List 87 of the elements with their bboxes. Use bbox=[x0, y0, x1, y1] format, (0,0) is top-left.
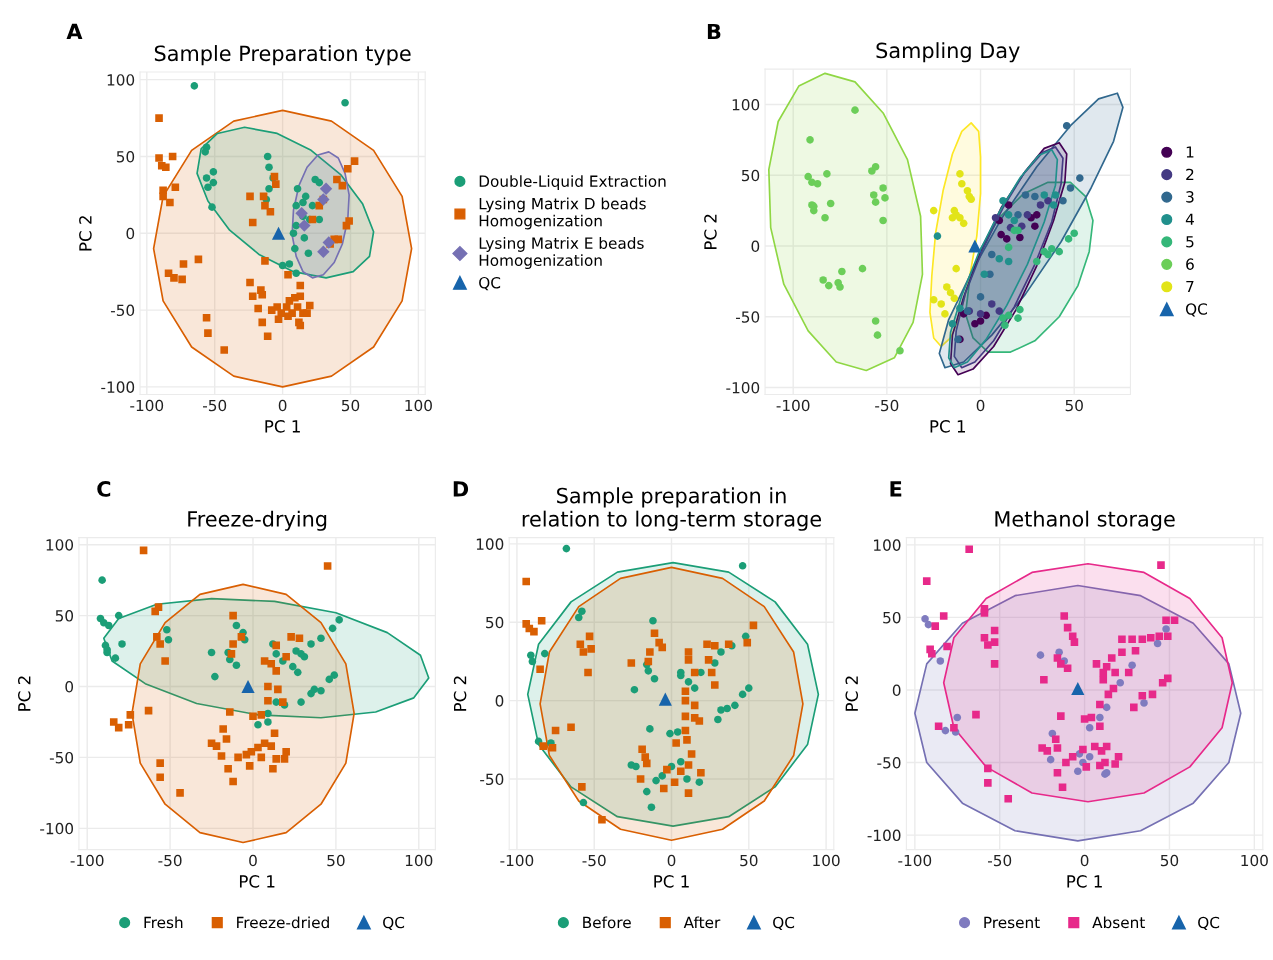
legend-label: QC bbox=[383, 916, 405, 930]
text: B bbox=[707, 23, 721, 40]
legend-label: After bbox=[683, 916, 721, 929]
legend-label: Lysing Matrix D beads Homogenization bbox=[479, 197, 646, 230]
x-tick-label: 100 bbox=[813, 854, 840, 867]
text: D bbox=[453, 481, 469, 497]
y-axis-title: PC 2 bbox=[845, 676, 859, 711]
x-tick-label: 50 bbox=[327, 854, 345, 867]
legend-label: Present bbox=[984, 916, 1040, 929]
chart-title: Methanol storage bbox=[995, 510, 1175, 531]
y-axis-title: PC 2 bbox=[453, 676, 467, 711]
y-tick-label: -100 bbox=[40, 822, 74, 835]
y-tick-label: -100 bbox=[726, 381, 760, 394]
x-axis-title: PC 1 bbox=[239, 875, 275, 888]
y-tick-label: 50 bbox=[116, 150, 135, 163]
x-tick-label: 50 bbox=[1065, 399, 1083, 412]
chart-title: Sample Preparation type bbox=[154, 45, 411, 66]
y-tick-label: 50 bbox=[883, 611, 901, 624]
legend-label: 5 bbox=[1186, 236, 1194, 248]
legend-label: Lysing Matrix E beads Homogenization bbox=[479, 237, 644, 269]
text: E bbox=[890, 481, 902, 497]
y-axis-title: PC 2 bbox=[79, 216, 92, 251]
y-tick-label: 100 bbox=[476, 538, 504, 550]
x-tick-label: -100 bbox=[898, 854, 932, 867]
legend-label: 7 bbox=[1186, 280, 1194, 293]
chart-title: Sampling Day bbox=[876, 42, 1020, 63]
x-tick-label: -100 bbox=[130, 399, 164, 412]
x-axis-title: PC 1 bbox=[654, 875, 689, 888]
text: C bbox=[97, 481, 111, 497]
legend-label: Absent bbox=[1092, 916, 1145, 929]
y-tick-label: -100 bbox=[101, 381, 135, 393]
x-tick-label: -100 bbox=[776, 399, 810, 412]
x-tick-label: 0 bbox=[1080, 854, 1089, 867]
x-axis-title: PC 1 bbox=[265, 420, 300, 433]
x-tick-label: 0 bbox=[249, 854, 257, 867]
chart-title: Freeze-drying bbox=[188, 510, 327, 531]
x-tick-label: 100 bbox=[405, 399, 432, 412]
x-tick-label: 50 bbox=[1160, 854, 1179, 867]
x-tick-label: -100 bbox=[70, 854, 104, 867]
x-tick-label: -50 bbox=[582, 854, 606, 867]
y-tick-label: -50 bbox=[877, 757, 901, 769]
chart-title: Sample preparation in relation to long-term storage bbox=[522, 487, 822, 531]
x-tick-label: -50 bbox=[158, 854, 182, 867]
y-tick-label: 0 bbox=[495, 695, 504, 707]
legend-label: Before bbox=[583, 916, 631, 929]
y-tick-label: 50 bbox=[486, 616, 504, 629]
x-tick-label: 100 bbox=[1241, 854, 1268, 867]
x-tick-label: -50 bbox=[202, 399, 227, 412]
y-tick-label: 0 bbox=[126, 227, 135, 240]
y-axis-title: PC 2 bbox=[18, 676, 31, 711]
legend-label: QC bbox=[773, 916, 795, 930]
legend-label: QC bbox=[479, 276, 501, 291]
x-tick-label: -100 bbox=[500, 854, 534, 867]
text: A bbox=[66, 23, 83, 40]
x-axis-title: PC 1 bbox=[1067, 875, 1102, 888]
x-tick-label: 0 bbox=[278, 399, 287, 412]
y-tick-label: 100 bbox=[732, 98, 760, 111]
legend-label: 6 bbox=[1186, 258, 1194, 270]
y-tick-label: -100 bbox=[867, 829, 901, 842]
x-tick-label: 100 bbox=[405, 854, 433, 867]
y-tick-label: 0 bbox=[892, 684, 901, 696]
x-tick-label: 0 bbox=[976, 399, 985, 412]
y-tick-label: 0 bbox=[65, 680, 74, 693]
legend-label: Fresh bbox=[144, 916, 183, 929]
legend-label: 3 bbox=[1186, 191, 1194, 203]
y-tick-label: 50 bbox=[55, 610, 74, 622]
y-tick-label: -50 bbox=[110, 304, 135, 317]
x-tick-label: -50 bbox=[988, 854, 1012, 867]
y-tick-label: -50 bbox=[736, 311, 760, 323]
legend-label: Double-Liquid Extraction bbox=[479, 175, 666, 190]
x-tick-label: 0 bbox=[667, 854, 676, 867]
x-tick-label: 50 bbox=[341, 399, 360, 412]
y-tick-label: 0 bbox=[751, 240, 760, 253]
legend-label: 1 bbox=[1186, 146, 1194, 158]
y-tick-label: 100 bbox=[46, 539, 74, 551]
legend-label: Freeze-dried bbox=[237, 916, 329, 929]
legend-label: 2 bbox=[1186, 168, 1194, 180]
legend-label: 4 bbox=[1185, 213, 1194, 225]
y-tick-label: -50 bbox=[480, 773, 504, 786]
x-axis-title: PC 1 bbox=[930, 420, 966, 433]
legend-label: QC bbox=[1198, 916, 1220, 930]
y-tick-label: -50 bbox=[49, 751, 74, 764]
y-tick-label: 50 bbox=[741, 169, 760, 182]
y-tick-label: 100 bbox=[874, 539, 901, 551]
legend-label: QC bbox=[1185, 303, 1207, 317]
y-axis-title: PC 2 bbox=[704, 214, 717, 249]
y-tick-label: 100 bbox=[107, 74, 135, 86]
